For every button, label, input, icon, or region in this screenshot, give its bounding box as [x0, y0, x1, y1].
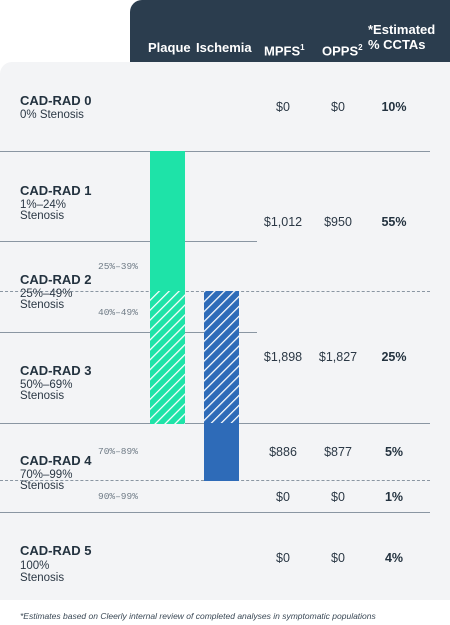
pct-value: 10%	[381, 100, 407, 114]
pct-value: 1%	[384, 490, 404, 504]
grade-desc: 25%–49%	[20, 288, 73, 300]
opps-value: $0	[331, 490, 345, 504]
grade-desc: Stenosis	[20, 390, 65, 402]
grade-cad-rad-4: CAD-RAD 4	[20, 453, 92, 468]
mpfs-value: $0	[276, 100, 290, 114]
pct-value: 25%	[381, 350, 407, 364]
range-label: 40%–49%	[98, 307, 138, 318]
header-estimated: *Estimated % CCTAs	[368, 22, 436, 52]
header-opps: OPPS2	[322, 43, 363, 59]
grade-cad-rad-5: CAD-RAD 5	[20, 543, 92, 558]
row-divider	[0, 151, 430, 152]
range-label: 70%–89%	[98, 446, 138, 457]
row-divider	[0, 241, 257, 242]
pct-value: 55%	[381, 215, 407, 229]
grade-desc: Stenosis	[20, 299, 65, 311]
pct-value: 4%	[384, 551, 404, 565]
grade-desc: Stenosis	[20, 210, 65, 222]
table-header	[130, 0, 450, 62]
grade-cad-rad-1: CAD-RAD 1	[20, 183, 92, 198]
header-mpfs: MPFS1	[264, 43, 305, 59]
footnote: *Estimates based on Cleerly internal rev…	[20, 611, 376, 621]
mpfs-value: $1,012	[263, 215, 303, 229]
row-divider	[0, 512, 430, 513]
opps-value: $0	[331, 100, 345, 114]
grade-desc: 70%–99%	[20, 469, 73, 481]
mpfs-value: $0	[276, 551, 290, 565]
grade-desc: 50%–69%	[20, 379, 73, 391]
range-label: 90%–99%	[98, 491, 138, 502]
plaque-bar-hatched	[150, 291, 185, 424]
ischemia-bar-hatched	[204, 291, 239, 423]
plaque-bar-solid	[150, 151, 185, 291]
mpfs-value: $886	[269, 445, 297, 459]
grade-cad-rad-2: CAD-RAD 2	[20, 272, 92, 287]
plaque-bar	[150, 151, 185, 424]
grade-cad-rad-3: CAD-RAD 3	[20, 363, 92, 378]
header-ischemia: Ischemia	[196, 40, 252, 55]
grade-desc: 1%–24%	[20, 199, 67, 211]
mpfs-value: $1,898	[263, 350, 303, 364]
header-plaque: Plaque	[148, 40, 191, 55]
opps-value: $877	[324, 445, 352, 459]
grade-desc: 0% Stenosis	[20, 109, 84, 121]
pct-value: 5%	[384, 445, 404, 459]
ischemia-bar-solid	[204, 423, 239, 481]
grade-desc: Stenosis	[20, 572, 65, 584]
ischemia-bar	[204, 291, 239, 481]
range-label: 25%–39%	[98, 261, 138, 272]
mpfs-value: $0	[276, 490, 290, 504]
opps-value: $950	[324, 215, 352, 229]
grade-desc: 100%	[20, 560, 50, 572]
opps-value: $0	[331, 551, 345, 565]
opps-value: $1,827	[318, 350, 358, 364]
grade-cad-rad-0: CAD-RAD 0	[20, 93, 92, 108]
row-divider	[0, 332, 257, 333]
grade-desc: Stenosis	[20, 480, 65, 492]
